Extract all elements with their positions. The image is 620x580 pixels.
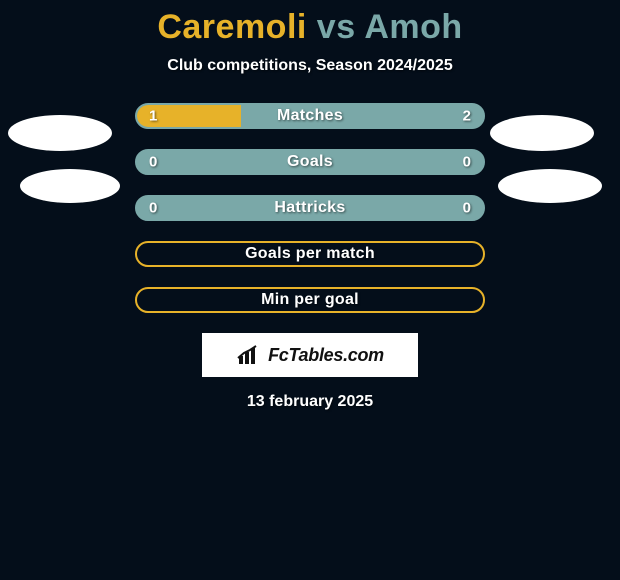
stat-bar-matches: 1 Matches 2 <box>135 103 485 129</box>
brand-text: FcTables.com <box>268 345 384 366</box>
stat-label: Goals <box>137 153 483 171</box>
stat-bars: 1 Matches 2 0 Goals 0 0 Hattricks 0 Goal… <box>135 103 485 313</box>
stat-bar-goals: 0 Goals 0 <box>135 149 485 175</box>
stat-label: Hattricks <box>137 199 483 217</box>
stat-bar-min-per-goal: Min per goal <box>135 287 485 313</box>
date-label: 13 february 2025 <box>0 393 620 411</box>
player2-badge-oval-1 <box>490 115 594 151</box>
stat-value-right: 0 <box>463 154 471 171</box>
title-player1: Caremoli <box>157 8 307 46</box>
player2-badge-oval-2 <box>498 169 602 203</box>
stat-label: Matches <box>137 107 483 125</box>
stat-label: Goals per match <box>137 245 483 263</box>
stat-label: Min per goal <box>137 291 483 309</box>
stat-value-right: 0 <box>463 200 471 217</box>
stat-bar-goals-per-match: Goals per match <box>135 241 485 267</box>
subtitle: Club competitions, Season 2024/2025 <box>0 57 620 75</box>
stat-value-right: 2 <box>463 108 471 125</box>
title-player2: Amoh <box>364 8 462 46</box>
player1-badge-oval-2 <box>20 169 120 203</box>
page-title: Caremoli vs Amoh <box>0 0 620 47</box>
player1-badge-oval-1 <box>8 115 112 151</box>
comparison-stage: 1 Matches 2 0 Goals 0 0 Hattricks 0 Goal… <box>0 103 620 411</box>
brand-chart-icon <box>236 344 262 366</box>
brand-badge: FcTables.com <box>202 333 418 377</box>
stat-bar-hattricks: 0 Hattricks 0 <box>135 195 485 221</box>
title-vs: vs <box>317 8 356 46</box>
